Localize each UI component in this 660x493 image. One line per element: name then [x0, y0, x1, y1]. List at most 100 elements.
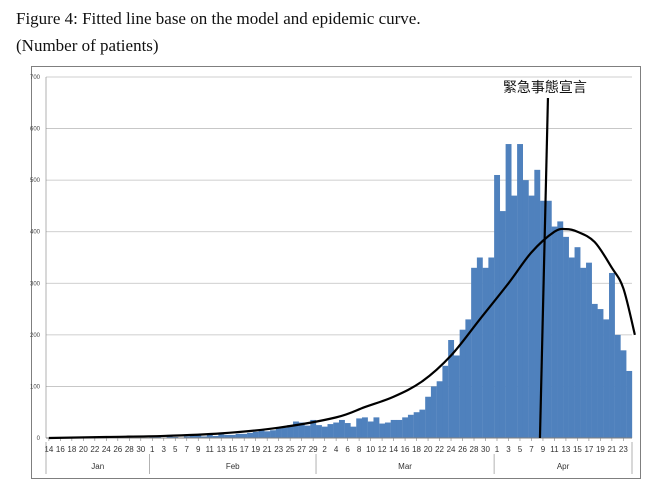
bar [494, 174, 501, 439]
bar [574, 247, 581, 438]
bar [465, 319, 472, 438]
bar [511, 195, 518, 438]
bar [448, 340, 455, 438]
bar [442, 365, 449, 438]
fitted-curve [48, 227, 636, 440]
x-tick-label: 11 [550, 445, 559, 454]
x-tick-label: 9 [196, 445, 201, 454]
bar [367, 421, 374, 438]
bar [275, 427, 282, 438]
x-tick-label: 6 [345, 445, 350, 454]
x-tick-label: 11 [206, 445, 215, 454]
x-tick-label: 7 [185, 445, 190, 454]
x-tick-label: 23 [274, 445, 283, 454]
bar [522, 180, 529, 438]
x-tick-label: 5 [518, 445, 523, 454]
bar [310, 419, 317, 438]
x-tick-label: 10 [366, 445, 375, 454]
bar [252, 431, 259, 438]
x-tick-label: 8 [357, 445, 362, 454]
x-tick-label: 3 [506, 445, 511, 454]
bar [597, 309, 604, 438]
bar [201, 436, 208, 438]
bar [361, 417, 368, 438]
bar [281, 427, 288, 438]
bar [586, 262, 592, 438]
bar [626, 370, 633, 438]
bar [316, 425, 322, 438]
bar [488, 257, 495, 438]
bar [499, 211, 506, 438]
x-tick-label: 18 [412, 445, 421, 454]
bar [528, 195, 535, 438]
x-tick-label: 9 [541, 445, 546, 454]
x-tick-label: 28 [470, 445, 479, 454]
bar [609, 272, 615, 438]
x-tick-label: 4 [334, 445, 339, 454]
bar [183, 436, 190, 438]
y-tick-label: 400 [30, 230, 41, 236]
bar [189, 435, 196, 438]
bar [218, 434, 225, 438]
annotation: 緊急事態宣言 [503, 80, 587, 439]
x-tick-label: 20 [79, 445, 88, 454]
month-label: Jan [91, 462, 104, 471]
bar [195, 435, 202, 438]
bar [229, 434, 236, 438]
bar [264, 431, 271, 438]
x-tick-label: 27 [297, 445, 306, 454]
bar [384, 422, 391, 438]
bar [517, 144, 523, 439]
x-tick-label: 7 [529, 445, 534, 454]
bar [580, 267, 587, 438]
x-tick-label: 1 [495, 445, 500, 454]
bar [476, 257, 483, 438]
bar [155, 436, 162, 438]
x-tick-label: 30 [136, 445, 145, 454]
bar [149, 436, 156, 438]
month-label: Feb [226, 462, 240, 471]
x-tick-label: 1 [150, 445, 155, 454]
bar [482, 267, 489, 438]
x-tick-label: 25 [286, 445, 295, 454]
bar [356, 418, 363, 438]
x-tick-label: 19 [596, 445, 605, 454]
x-tick-label: 17 [584, 445, 593, 454]
bar [241, 433, 248, 438]
x-tick-label: 28 [125, 445, 134, 454]
y-tick-label: 700 [30, 75, 41, 81]
bar [327, 424, 334, 438]
bar [430, 386, 437, 438]
bar [402, 417, 409, 438]
x-tick-label: 14 [389, 445, 398, 454]
bar [407, 414, 414, 438]
x-tick-label: 14 [44, 445, 53, 454]
bar [534, 169, 541, 438]
bar [390, 419, 397, 438]
x-tick-label: 20 [424, 445, 433, 454]
figure-caption: Figure 4: Fitted line base on the model … [16, 9, 421, 28]
x-tick-label: 26 [458, 445, 467, 454]
y-tick-label: 200 [30, 333, 41, 339]
bar [235, 433, 242, 438]
x-tick-label: 24 [447, 445, 456, 454]
bar [453, 355, 460, 438]
bar [321, 426, 328, 438]
x-tick-label: 29 [309, 445, 318, 454]
x-tick-label: 21 [263, 445, 272, 454]
bar [505, 144, 512, 439]
declaration-line [538, 97, 550, 439]
x-tick-label: 22 [90, 445, 99, 454]
bar [344, 423, 351, 438]
x-tick-label: 15 [228, 445, 237, 454]
bar [206, 434, 213, 438]
bar [419, 409, 426, 438]
bar [557, 221, 564, 438]
fitted-line [48, 227, 636, 440]
month-label: Apr [557, 462, 570, 471]
y-tick-label: 100 [30, 384, 41, 390]
x-tick-label: 2 [322, 445, 327, 454]
declaration-label: 緊急事態宣言 [503, 80, 587, 96]
